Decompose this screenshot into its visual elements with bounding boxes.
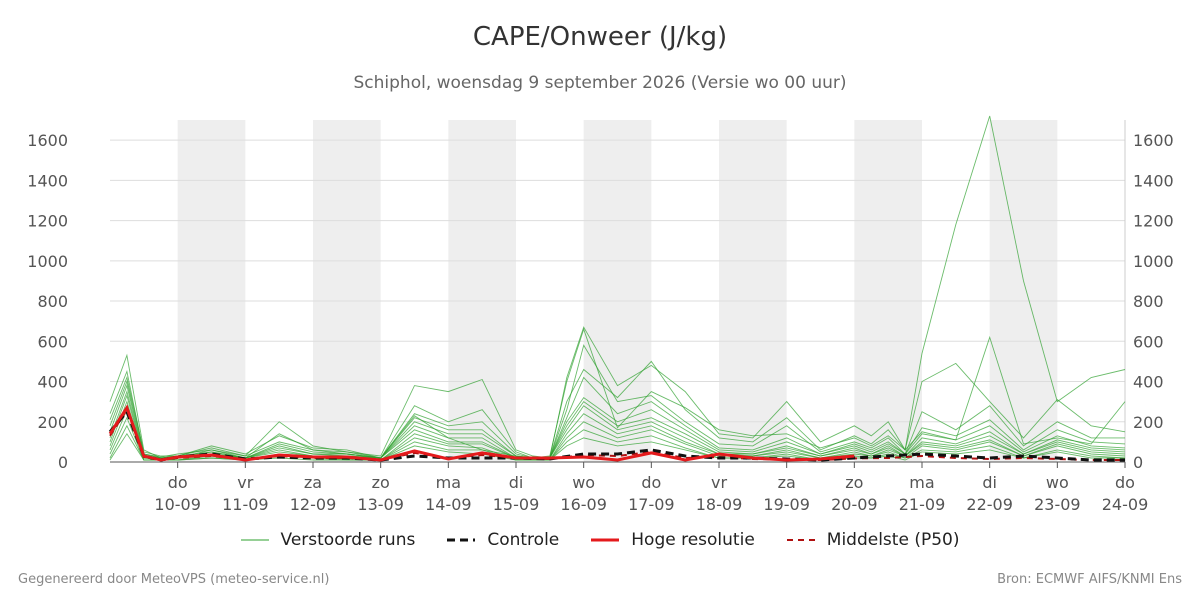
shaded-band (583, 120, 652, 462)
legend-item-high-res[interactable]: Hoge resolutie (591, 530, 755, 550)
x-tick-label-date: 21-09 (899, 495, 946, 514)
y-tick-label-left: 1400 (27, 171, 68, 190)
x-tick-label-date: 23-09 (1034, 495, 1081, 514)
footer-generated-by: Gegenereerd door MeteoVPS (meteo-service… (18, 572, 330, 587)
y-tick-label-left: 600 (37, 332, 68, 351)
legend-item-control[interactable]: Controle (447, 530, 559, 550)
chart-subtitle: Schiphol, woensdag 9 september 2026 (Ver… (353, 73, 847, 93)
x-tick-label-date: 18-09 (696, 495, 743, 514)
x-tick-label-day: do (168, 473, 188, 492)
x-tick-label-date: 20-09 (831, 495, 878, 514)
shaded-band (448, 120, 516, 462)
ensemble-series-line (109, 327, 1126, 459)
x-tick-label-day: vr (237, 473, 253, 492)
x-tick-label-date: 15-09 (493, 495, 540, 514)
x-tick-label-date: 16-09 (560, 495, 607, 514)
y-tick-label-left: 800 (37, 292, 68, 311)
x-tick-label-day: vr (711, 473, 727, 492)
cape-chart: 0 0 200 200 400 400 600 600 800 800 1000 1000 1200 12… (27, 115, 1174, 514)
y-tick-label-right: 800 (1133, 292, 1164, 311)
y-tick-label-left: 1000 (27, 252, 68, 271)
y-tick-label-left: 200 (37, 413, 68, 432)
x-tick-label-date: 12-09 (290, 495, 337, 514)
high-res-series-line (108, 404, 855, 462)
chart-title: CAPE/Onweer (J/kg) (472, 22, 728, 52)
ensemble-series-line (109, 344, 1125, 459)
x-tick-label-day: di (982, 473, 997, 492)
legend-label-ensemble: Verstoorde runs (280, 530, 416, 550)
x-tick-label-date: 24-09 (1102, 495, 1149, 514)
shaded-band (719, 120, 787, 462)
y-tick-label-right: 1000 (1133, 252, 1174, 271)
x-tick-label-date: 19-09 (763, 495, 810, 514)
y-tick-label-right: 0 (1133, 453, 1143, 472)
x-tick-label-date: 22-09 (966, 495, 1013, 514)
chart-legend: Verstoorde runs Controle Hoge resolutie … (0, 530, 1200, 550)
legend-swatch-high-res (591, 538, 620, 542)
x-tick-label-date: 17-09 (628, 495, 675, 514)
x-tick-label-date: 13-09 (357, 495, 404, 514)
legend-label-median: Middelste (P50) (826, 530, 960, 550)
y-tick-label-left: 1200 (27, 212, 68, 231)
x-tick-label-date: 14-09 (425, 495, 472, 514)
y-tick-label-right: 1600 (1133, 131, 1174, 150)
x-tick-label-date: 11-09 (222, 495, 269, 514)
control-series-line (108, 408, 1125, 462)
y-tick-label-right: 600 (1133, 332, 1164, 351)
footer-source: Bron: ECMWF AIFS/KNMI Ens (997, 572, 1182, 587)
legend-label-control: Controle (487, 530, 560, 550)
x-tick-label-day: ma (436, 473, 461, 492)
y-tick-label-left: 0 (58, 453, 68, 472)
legend-swatch-ensemble (240, 539, 269, 541)
y-tick-label-right: 1200 (1133, 212, 1174, 231)
x-tick-label-day: zo (845, 473, 863, 492)
x-tick-label-day: za (778, 473, 796, 492)
x-tick-label-day: di (509, 473, 524, 492)
legend-swatch-control (447, 538, 476, 542)
shaded-band (854, 120, 922, 462)
legend-item-ensemble[interactable]: Verstoorde runs (240, 530, 416, 550)
x-tick-label-day: ma (909, 473, 934, 492)
legend-item-median[interactable]: Middelste (P50) (786, 530, 960, 550)
y-tick-label-left: 1600 (27, 131, 68, 150)
y-tick-label-right: 1400 (1133, 171, 1174, 190)
x-tick-label-day: do (641, 473, 661, 492)
legend-swatch-median (786, 539, 815, 541)
y-tick-label-right: 200 (1133, 413, 1164, 432)
shaded-band (177, 120, 246, 462)
shaded-band (989, 120, 1058, 462)
shaded-band (313, 120, 381, 462)
y-tick-label-left: 400 (37, 373, 68, 392)
median-series-line (109, 407, 1125, 462)
x-tick-label-day: wo (1046, 473, 1069, 492)
x-tick-label-day: do (1115, 473, 1135, 492)
x-tick-label-day: wo (572, 473, 595, 492)
x-tick-label-day: zo (372, 473, 390, 492)
x-tick-label-day: za (304, 473, 322, 492)
legend-label-high-res: Hoge resolutie (631, 530, 755, 550)
x-tick-label-date: 10-09 (154, 495, 201, 514)
y-tick-label-right: 400 (1133, 373, 1164, 392)
